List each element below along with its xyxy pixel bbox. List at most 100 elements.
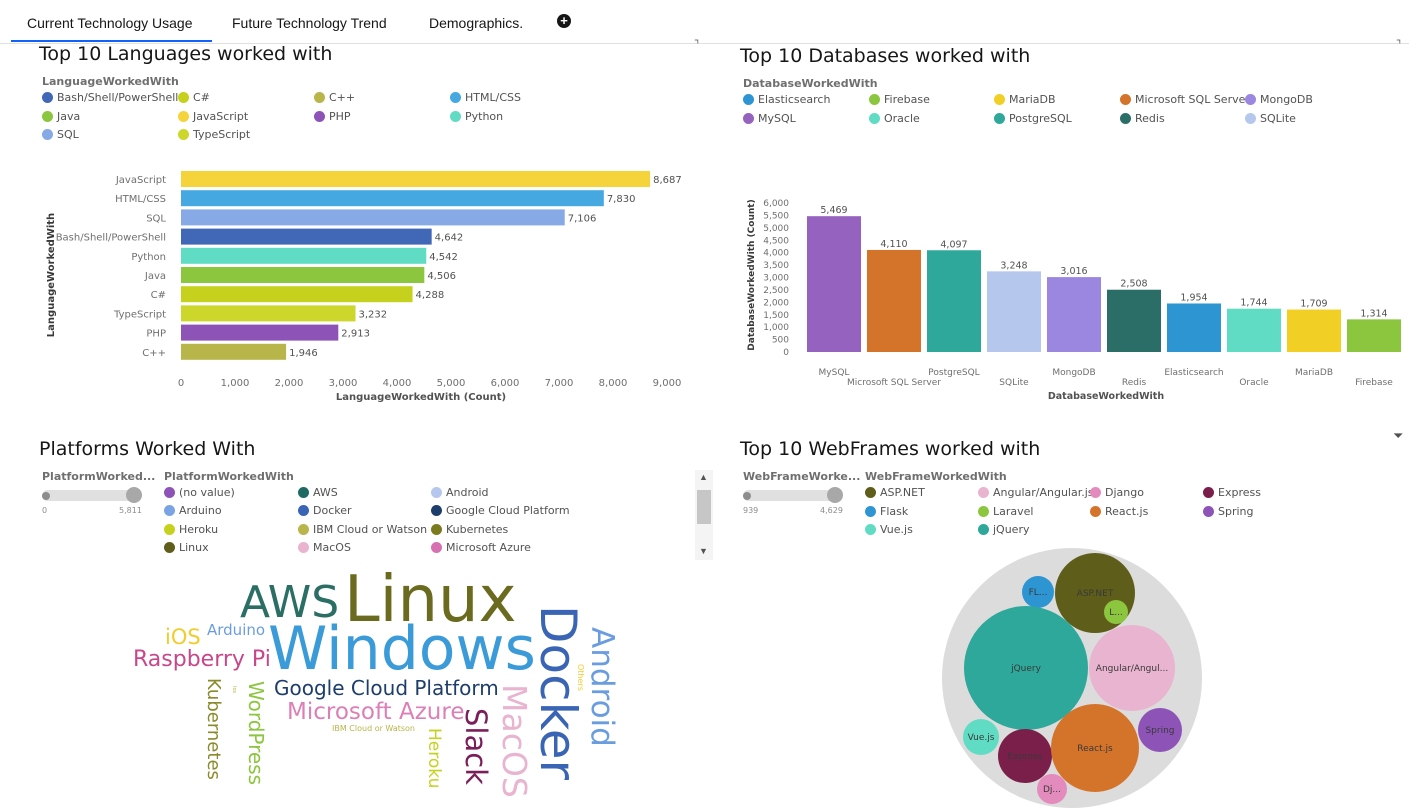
databases-legend-item[interactable]: SQLite <box>1245 112 1296 125</box>
word-cloud-word[interactable]: Others <box>576 664 585 691</box>
bubble[interactable] <box>1051 704 1139 792</box>
webframes-legend-item[interactable]: ASP.NET <box>865 486 925 499</box>
bar[interactable] <box>181 171 651 187</box>
bar[interactable] <box>867 249 921 352</box>
bubble[interactable] <box>1089 625 1175 711</box>
bar[interactable] <box>927 250 981 352</box>
languages-legend-item[interactable]: SQL <box>42 128 79 141</box>
platforms-legend-item[interactable]: Docker <box>298 504 352 517</box>
word-cloud-word[interactable]: Kubernetes <box>203 678 224 780</box>
webframes-slider-max-handle[interactable] <box>827 487 843 503</box>
tab-current-technology-usage[interactable]: Current Technology Usage <box>27 15 193 31</box>
bar[interactable] <box>181 209 565 226</box>
platforms-legend-item[interactable]: (no value) <box>164 486 235 499</box>
bubble[interactable] <box>963 719 999 755</box>
bubble[interactable] <box>1104 600 1128 624</box>
databases-legend-item[interactable]: Oracle <box>869 112 920 125</box>
word-cloud-word[interactable]: Docker <box>529 605 587 781</box>
word-cloud-word[interactable]: Linux <box>344 563 517 637</box>
word-cloud-word[interactable]: WordPress <box>244 681 268 786</box>
bubble[interactable] <box>1022 576 1054 608</box>
webframes-legend-item[interactable]: Flask <box>865 505 908 518</box>
word-cloud-word[interactable]: Slack <box>459 708 493 785</box>
filter-icon[interactable]: ⌝ <box>694 39 700 51</box>
word-cloud-word[interactable]: Microsoft Azure <box>287 699 465 725</box>
scroll-up-icon[interactable]: ▲ <box>699 472 708 482</box>
bar[interactable] <box>181 267 425 283</box>
tab-demographics[interactable]: Demographics. <box>429 15 524 31</box>
webframes-legend-item[interactable]: Angular/Angular.js <box>978 486 1094 499</box>
bar[interactable] <box>1347 319 1401 352</box>
bar[interactable] <box>181 247 427 264</box>
webframes-legend-item[interactable]: Laravel <box>978 505 1033 518</box>
platforms-slider-min-handle[interactable] <box>42 492 50 500</box>
platforms-legend-item[interactable]: Heroku <box>164 523 218 536</box>
bar[interactable] <box>987 271 1041 352</box>
languages-legend-item[interactable]: Bash/Shell/PowerShell <box>42 91 178 104</box>
webframes-range-slider[interactable] <box>743 490 839 501</box>
platforms-legend-item[interactable]: Arduino <box>164 504 222 517</box>
databases-legend-item[interactable]: MySQL <box>743 112 796 125</box>
platforms-legend-item[interactable]: AWS <box>298 486 338 499</box>
bubble[interactable] <box>998 729 1052 783</box>
webframes-slider-min-handle[interactable] <box>743 492 751 500</box>
databases-legend-item[interactable]: MariaDB <box>994 93 1056 106</box>
scrollbar-thumb[interactable] <box>697 490 711 524</box>
databases-legend-item[interactable]: PostgreSQL <box>994 112 1072 125</box>
bubble[interactable] <box>964 606 1088 730</box>
databases-legend-item[interactable]: MongoDB <box>1245 93 1313 106</box>
webframes-legend-item[interactable]: Django <box>1090 486 1144 499</box>
databases-legend-item[interactable]: Microsoft SQL Server <box>1120 93 1250 106</box>
word-cloud-word[interactable]: MacOS <box>495 684 534 798</box>
word-cloud-word[interactable]: Windows <box>268 614 536 684</box>
platforms-legend-item[interactable]: Android <box>431 486 489 499</box>
bar[interactable] <box>1107 289 1161 352</box>
scroll-down-icon[interactable]: ▼ <box>699 546 708 556</box>
bar[interactable] <box>1047 277 1101 352</box>
tab-future-technology-trend[interactable]: Future Technology Trend <box>232 15 387 31</box>
platforms-legend-item[interactable]: MacOS <box>298 541 351 554</box>
webframes-legend-item[interactable]: React.js <box>1090 505 1148 518</box>
webframes-legend-item[interactable]: Express <box>1203 486 1261 499</box>
webframes-legend-item[interactable]: Vue.js <box>865 523 913 536</box>
platforms-legend-item[interactable]: Microsoft Azure <box>431 541 531 554</box>
platforms-legend-item[interactable]: Linux <box>164 541 209 554</box>
languages-legend-item[interactable]: JavaScript <box>178 110 248 123</box>
platforms-legend-item[interactable]: Google Cloud Platform <box>431 504 570 517</box>
bar[interactable] <box>181 343 287 360</box>
languages-legend-item[interactable]: C# <box>178 91 210 104</box>
platforms-range-slider[interactable] <box>42 490 138 501</box>
bar[interactable] <box>181 286 413 303</box>
webframes-legend-item[interactable]: jQuery <box>978 523 1030 536</box>
bar[interactable] <box>181 305 356 322</box>
databases-legend-item[interactable]: Redis <box>1120 112 1165 125</box>
filter-icon[interactable]: ⏷ <box>1393 428 1404 443</box>
platforms-legend-item[interactable]: Kubernetes <box>431 523 508 536</box>
bar[interactable] <box>1167 303 1221 352</box>
word-cloud-word[interactable]: AWS <box>240 577 340 628</box>
databases-legend-item[interactable]: Elasticsearch <box>743 93 830 106</box>
word-cloud-word[interactable]: iOS <box>165 625 201 649</box>
word-cloud-word[interactable]: Android <box>584 627 620 747</box>
databases-legend-item[interactable]: Firebase <box>869 93 930 106</box>
platforms-slider-max-handle[interactable] <box>126 487 142 503</box>
word-cloud-word[interactable]: Raspberry Pi <box>133 647 271 672</box>
bar[interactable] <box>181 228 432 245</box>
languages-legend-item[interactable]: Java <box>42 110 80 123</box>
bar[interactable] <box>181 190 604 207</box>
word-cloud-word[interactable]: Arduino <box>207 621 266 639</box>
word-cloud-word[interactable]: Ios <box>231 686 237 694</box>
languages-legend-item[interactable]: Python <box>450 110 503 123</box>
word-cloud-word[interactable]: Google Cloud Platform <box>274 676 499 700</box>
languages-legend-item[interactable]: HTML/CSS <box>450 91 521 104</box>
bar[interactable] <box>807 216 861 352</box>
languages-legend-item[interactable]: TypeScript <box>178 128 250 141</box>
bar[interactable] <box>181 324 339 341</box>
bubble[interactable] <box>1037 774 1067 804</box>
bar[interactable] <box>1287 309 1341 352</box>
bar[interactable] <box>1227 308 1281 352</box>
platforms-legend-item[interactable]: IBM Cloud or Watson <box>298 523 427 536</box>
filter-icon[interactable]: ⌝ <box>1396 39 1402 51</box>
bubble[interactable] <box>1138 708 1182 752</box>
languages-legend-item[interactable]: PHP <box>314 110 351 123</box>
